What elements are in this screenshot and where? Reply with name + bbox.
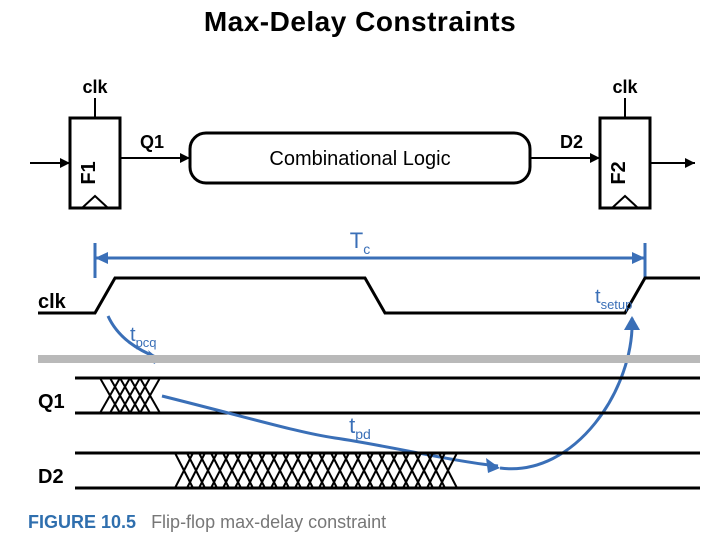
diagram-svg: F1 clk Q1 Combinational Logic D2 F2 clk … [0, 38, 720, 540]
label-clk-left: clk [82, 77, 108, 97]
page-title: Max-Delay Constraints [0, 0, 720, 38]
label-tc: Tc [350, 228, 370, 257]
tsetup-arrow [500, 318, 632, 469]
label-tsetup: tsetup [595, 286, 632, 312]
figure-caption: FIGURE 10.5 Flip-flop max-delay constrai… [28, 512, 386, 532]
label-comb: Combinational Logic [269, 148, 450, 170]
grey-band [38, 355, 700, 363]
d2-waveform [75, 453, 700, 488]
row-label-d2: D2 [38, 466, 64, 488]
label-clk-right: clk [612, 77, 638, 97]
row-label-q1: Q1 [38, 391, 65, 413]
row-label-clk: clk [38, 291, 67, 313]
label-tpd: tpd [349, 413, 371, 442]
label-f1: F1 [78, 161, 100, 184]
label-q1-port: Q1 [140, 132, 164, 152]
label-d2-port: D2 [560, 132, 583, 152]
label-f2: F2 [608, 161, 630, 184]
